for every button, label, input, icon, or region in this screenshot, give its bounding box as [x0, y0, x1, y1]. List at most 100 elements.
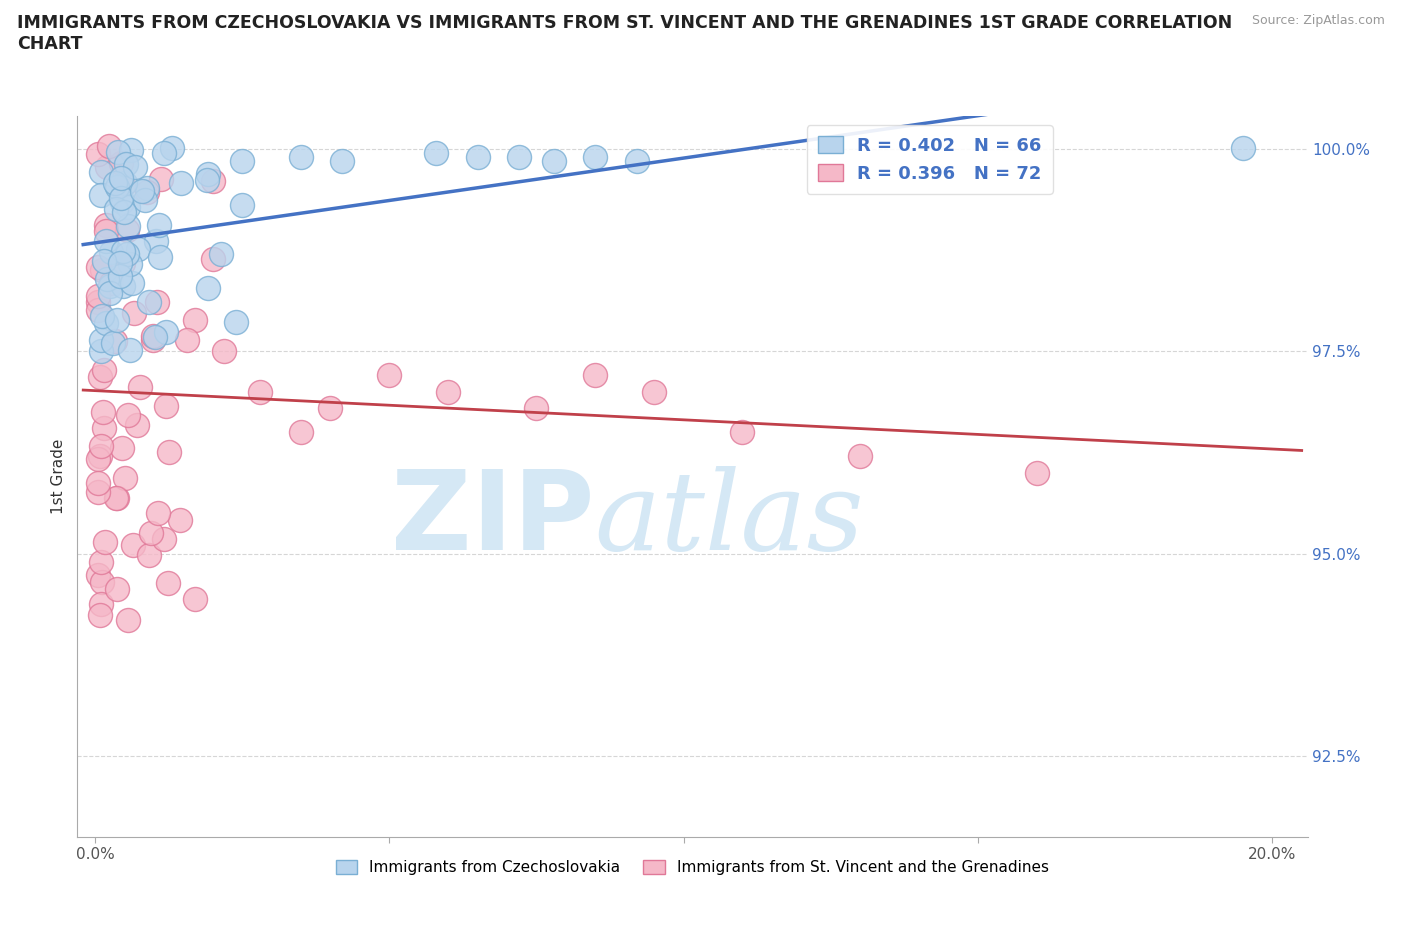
Point — [112, 256, 135, 271]
Point — [131, 183, 153, 198]
Point — [149, 171, 172, 186]
Point — [142, 333, 165, 348]
Point — [98, 286, 121, 300]
Point — [87, 485, 110, 500]
Point — [96, 316, 118, 331]
Point — [90, 438, 112, 453]
Point — [1232, 140, 1254, 155]
Point — [96, 160, 118, 175]
Point — [149, 249, 172, 264]
Point — [105, 490, 128, 505]
Legend: Immigrants from Czechoslovakia, Immigrants from St. Vincent and the Grenadines: Immigrants from Czechoslovakia, Immigran… — [330, 854, 1054, 882]
Point — [127, 418, 149, 432]
Point — [93, 363, 115, 378]
Point — [104, 491, 127, 506]
Point — [152, 532, 174, 547]
Y-axis label: 1st Grade: 1st Grade — [51, 439, 66, 514]
Point — [118, 257, 141, 272]
Point — [122, 538, 145, 552]
Point — [114, 176, 136, 191]
Point — [115, 246, 138, 261]
Point — [153, 146, 176, 161]
Point — [94, 534, 117, 549]
Point — [155, 399, 177, 414]
Point — [290, 425, 312, 440]
Point — [105, 312, 128, 327]
Point — [425, 145, 447, 160]
Point — [176, 333, 198, 348]
Point — [225, 315, 247, 330]
Text: atlas: atlas — [595, 466, 863, 574]
Point — [160, 140, 183, 155]
Point — [90, 165, 112, 179]
Text: ZIP: ZIP — [391, 466, 595, 574]
Point — [201, 251, 224, 266]
Point — [142, 329, 165, 344]
Point — [195, 172, 218, 187]
Point — [169, 512, 191, 527]
Point — [121, 275, 143, 290]
Point — [111, 178, 134, 193]
Point — [128, 379, 150, 394]
Point — [98, 139, 121, 153]
Point — [110, 191, 132, 206]
Point — [184, 312, 207, 327]
Point — [643, 384, 665, 399]
Point — [93, 254, 115, 269]
Point — [146, 295, 169, 310]
Point — [201, 173, 224, 188]
Point — [157, 445, 180, 459]
Point — [89, 607, 111, 622]
Point — [197, 281, 219, 296]
Point — [231, 153, 253, 168]
Point — [437, 384, 460, 399]
Point — [90, 597, 112, 612]
Point — [87, 146, 110, 161]
Point — [104, 334, 127, 349]
Point — [90, 263, 112, 278]
Point — [146, 505, 169, 520]
Point — [107, 145, 129, 160]
Point — [118, 342, 141, 357]
Text: CHART: CHART — [17, 35, 83, 53]
Point — [145, 233, 167, 248]
Point — [100, 245, 122, 259]
Point — [543, 153, 565, 168]
Point — [378, 368, 401, 383]
Point — [114, 471, 136, 485]
Point — [214, 344, 236, 359]
Point — [1025, 465, 1047, 480]
Point — [89, 370, 111, 385]
Point — [197, 166, 219, 181]
Point — [148, 218, 170, 232]
Point — [583, 368, 606, 383]
Point — [124, 159, 146, 174]
Point — [87, 475, 110, 490]
Point — [319, 400, 342, 415]
Point — [526, 400, 548, 415]
Point — [100, 275, 122, 290]
Point — [583, 150, 606, 165]
Point — [110, 171, 132, 186]
Point — [626, 153, 648, 168]
Point — [155, 325, 177, 339]
Point — [117, 200, 139, 215]
Point — [156, 576, 179, 591]
Point — [93, 420, 115, 435]
Text: Source: ZipAtlas.com: Source: ZipAtlas.com — [1251, 14, 1385, 27]
Point — [290, 150, 312, 165]
Point — [98, 279, 121, 294]
Point — [87, 452, 110, 467]
Point — [249, 384, 271, 399]
Point — [112, 279, 135, 294]
Point — [117, 407, 139, 422]
Point — [105, 179, 128, 194]
Point — [90, 309, 112, 324]
Point — [330, 153, 353, 168]
Point — [96, 272, 118, 286]
Point — [87, 295, 110, 310]
Point — [87, 259, 110, 274]
Point — [110, 155, 132, 170]
Point — [117, 612, 139, 627]
Point — [122, 306, 145, 321]
